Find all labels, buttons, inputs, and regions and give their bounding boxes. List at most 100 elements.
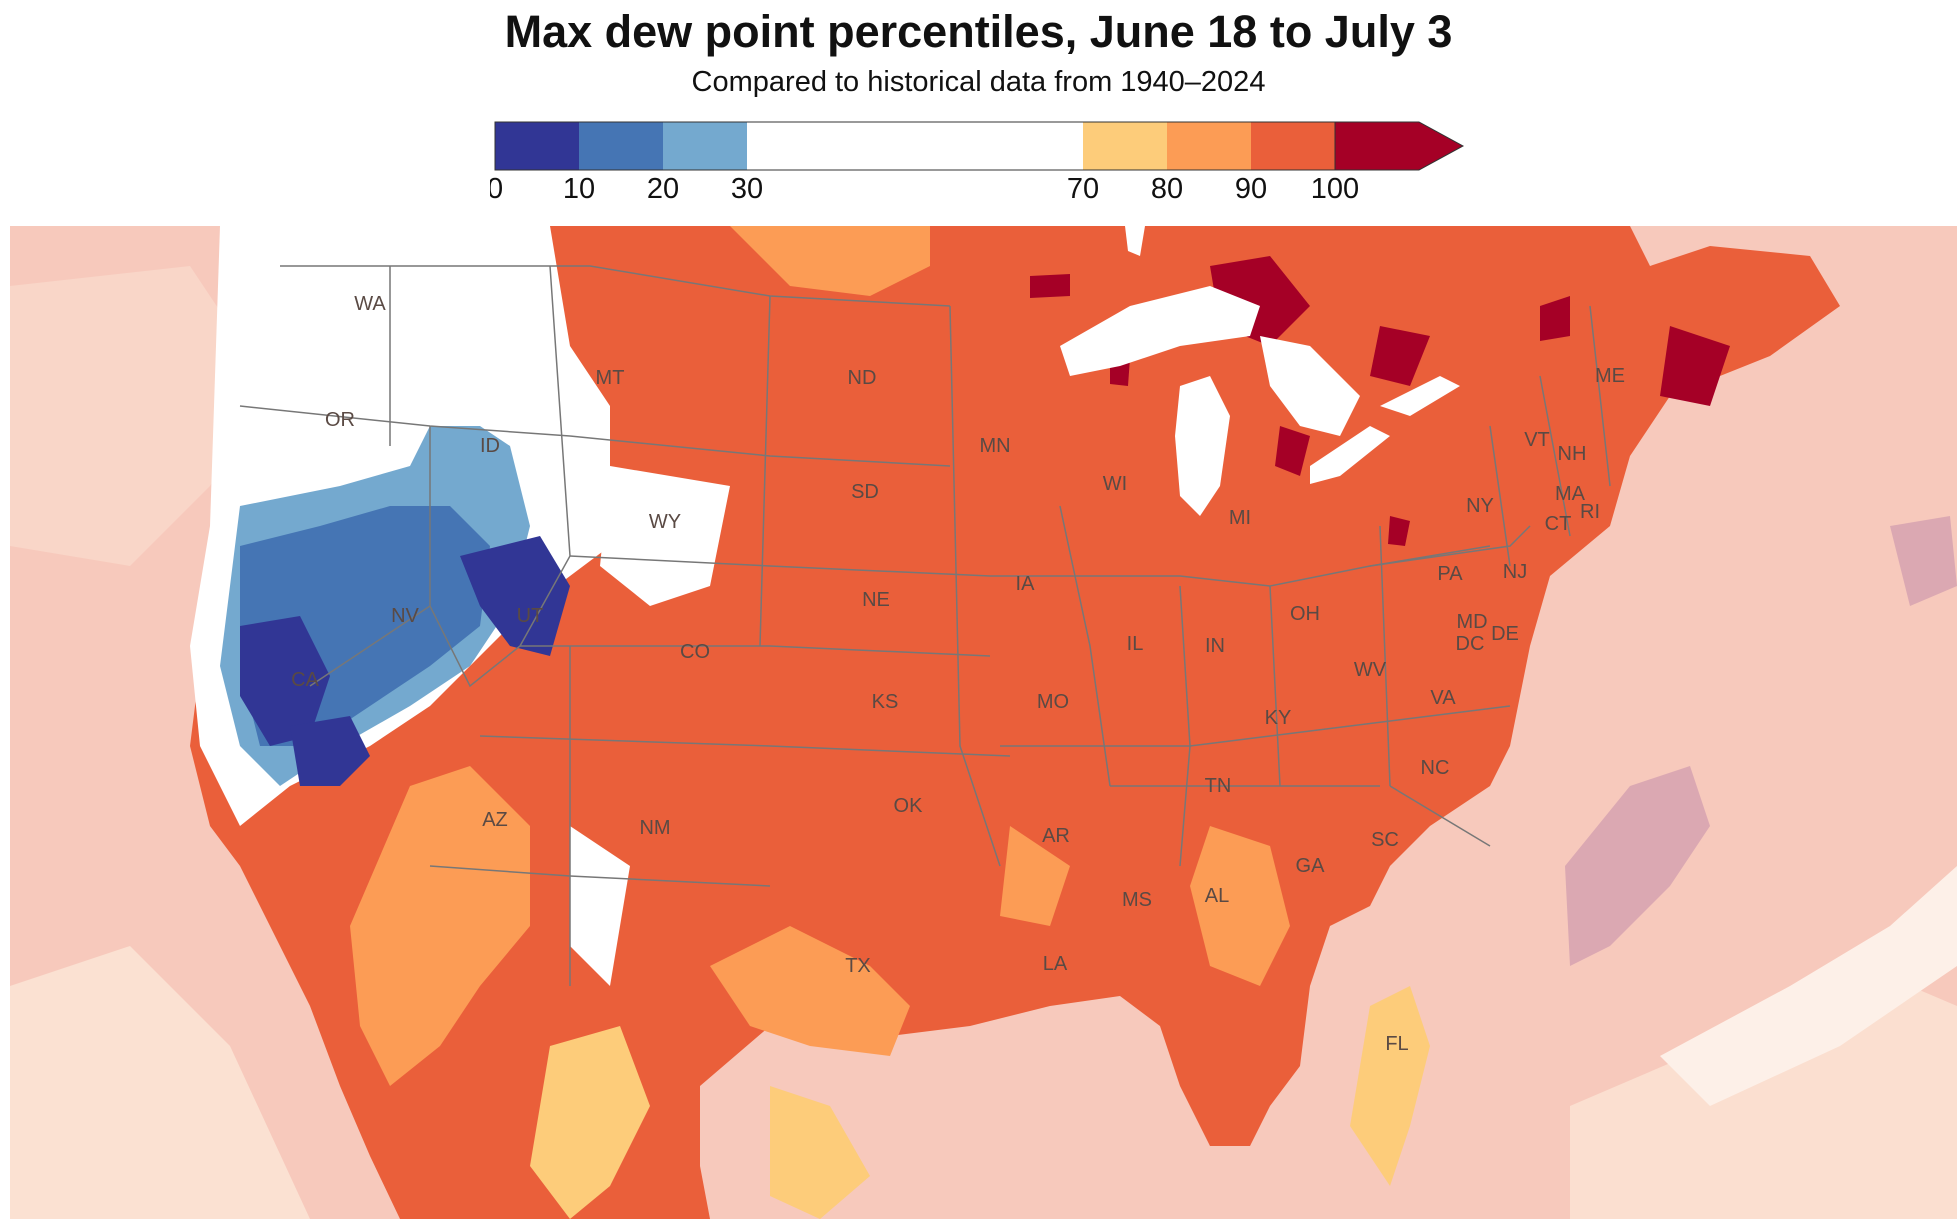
legend-tick-label: 90 (1235, 173, 1267, 203)
state-label-ne: NE (862, 589, 890, 611)
zone-above-100 (1540, 296, 1570, 341)
state-label-ok: OK (894, 795, 924, 817)
zone-0-10 (290, 716, 370, 786)
state-label-mi: MI (1229, 507, 1251, 529)
legend-bin (495, 122, 579, 170)
zone-80-90 (1190, 826, 1290, 986)
state-label-wv: WV (1354, 659, 1387, 681)
atlantic-anomaly-patch (1890, 516, 1957, 606)
atlantic-anomaly-patch (1565, 766, 1710, 966)
state-label-wy: WY (649, 511, 681, 533)
pacific-light-band (10, 946, 310, 1219)
state-label-ar: AR (1042, 825, 1070, 847)
legend-outline (494, 121, 1336, 171)
zone-80-90 (710, 926, 910, 1056)
state-label-me: ME (1595, 365, 1625, 387)
lake-michigan (1175, 376, 1230, 516)
dew-point-map: WA OR ID MT WY NV CA UT CO AZ NM ND SD NE KS OK TX MN IA MO… (10, 226, 1957, 1219)
zone-above-100 (1660, 326, 1730, 406)
atlantic-light-band (1570, 986, 1957, 1219)
zone-0-10 (460, 536, 570, 656)
zone-80-90 (350, 766, 530, 1086)
legend-arrow-bin (1334, 121, 1465, 171)
state-label-ct: CT (1545, 513, 1572, 535)
zone-80-90 (1000, 826, 1070, 926)
state-label-mt: MT (596, 367, 625, 389)
state-label-ks: KS (872, 691, 899, 713)
state-label-de: DE (1491, 623, 1519, 645)
legend-tick-label: 30 (731, 173, 763, 203)
zone-30-70 (600, 466, 730, 606)
zone-0-10 (240, 616, 330, 746)
state-label-mo: MO (1037, 691, 1069, 713)
zone-70-80 (770, 1086, 870, 1219)
state-label-in: IN (1205, 635, 1225, 657)
state-label-co: CO (680, 641, 710, 663)
state-label-nv: NV (391, 605, 419, 627)
state-label-ca: CA (291, 669, 319, 691)
legend-bin (1167, 122, 1251, 170)
atlantic-white-speckle (1660, 866, 1957, 1106)
zone-above-100 (1370, 326, 1430, 386)
state-label-or: OR (325, 409, 355, 431)
percentile-legend: 0 10 20 30 70 80 90 100 (490, 121, 1465, 203)
state-label-wi: WI (1103, 473, 1127, 495)
zone-30-70 (570, 826, 630, 986)
map-title: Max dew point percentiles, June 18 to Ju… (504, 6, 1453, 57)
state-label-il: IL (1127, 633, 1144, 655)
state-label-ky: KY (1265, 707, 1292, 729)
zone-above-100 (1275, 426, 1310, 476)
lake-huron (1260, 336, 1360, 436)
state-label-ga: GA (1296, 855, 1326, 877)
state-label-wa: WA (354, 293, 386, 315)
state-label-fl: FL (1385, 1033, 1408, 1055)
legend-bin (663, 122, 747, 170)
legend-tick-label: 20 (647, 173, 679, 203)
state-label-pa: PA (1437, 563, 1463, 585)
state-label-tx: TX (845, 955, 871, 977)
zone-above-100 (1030, 274, 1070, 298)
state-label-al: AL (1205, 885, 1229, 907)
state-label-md: MD (1456, 611, 1487, 633)
state-label-id: ID (480, 435, 500, 457)
legend-tick-label: 10 (563, 173, 595, 203)
lake-winnipeg (1125, 226, 1145, 256)
zone-80-90 (730, 226, 930, 296)
legend-bin (1251, 122, 1335, 170)
legend-bin (1083, 122, 1167, 170)
state-label-va: VA (1430, 687, 1456, 709)
state-label-nm: NM (639, 817, 670, 839)
state-label-ut: UT (517, 605, 544, 627)
state-labels: WA OR ID MT WY NV CA UT CO AZ NM ND SD NE KS OK TX MN IA MO… (291, 293, 1625, 1055)
state-label-ny: NY (1466, 495, 1494, 517)
legend-tick-label: 100 (1311, 173, 1359, 203)
legend-bin (747, 122, 1083, 170)
state-label-nc: NC (1421, 757, 1450, 779)
state-label-vt: VT (1524, 429, 1550, 451)
zone-70-80 (530, 1026, 650, 1219)
state-label-ma: MA (1555, 483, 1586, 505)
state-label-ms: MS (1122, 889, 1152, 911)
map-subtitle: Compared to historical data from 1940–20… (691, 66, 1266, 98)
state-label-mn: MN (979, 435, 1010, 457)
state-label-ri: RI (1580, 501, 1600, 523)
legend-tick-label: 80 (1151, 173, 1183, 203)
legend-tick-label: 70 (1067, 173, 1099, 203)
state-label-oh: OH (1290, 603, 1320, 625)
state-label-la: LA (1043, 953, 1068, 975)
state-label-ia: IA (1016, 573, 1036, 595)
pacific-light-band (10, 266, 270, 566)
state-label-az: AZ (482, 809, 508, 831)
lake-superior (1060, 286, 1260, 376)
legend-bin (579, 122, 663, 170)
zone-70-80 (1350, 986, 1430, 1186)
lake-ontario (1380, 376, 1460, 416)
state-label-tn: TN (1205, 775, 1232, 797)
state-label-dc: DC (1456, 633, 1485, 655)
state-label-nj: NJ (1503, 561, 1527, 583)
state-label-nd: ND (848, 367, 877, 389)
state-borders (239, 265, 1611, 986)
state-label-sc: SC (1371, 829, 1399, 851)
state-label-nh: NH (1558, 443, 1587, 465)
zone-above-100 (1388, 516, 1410, 546)
